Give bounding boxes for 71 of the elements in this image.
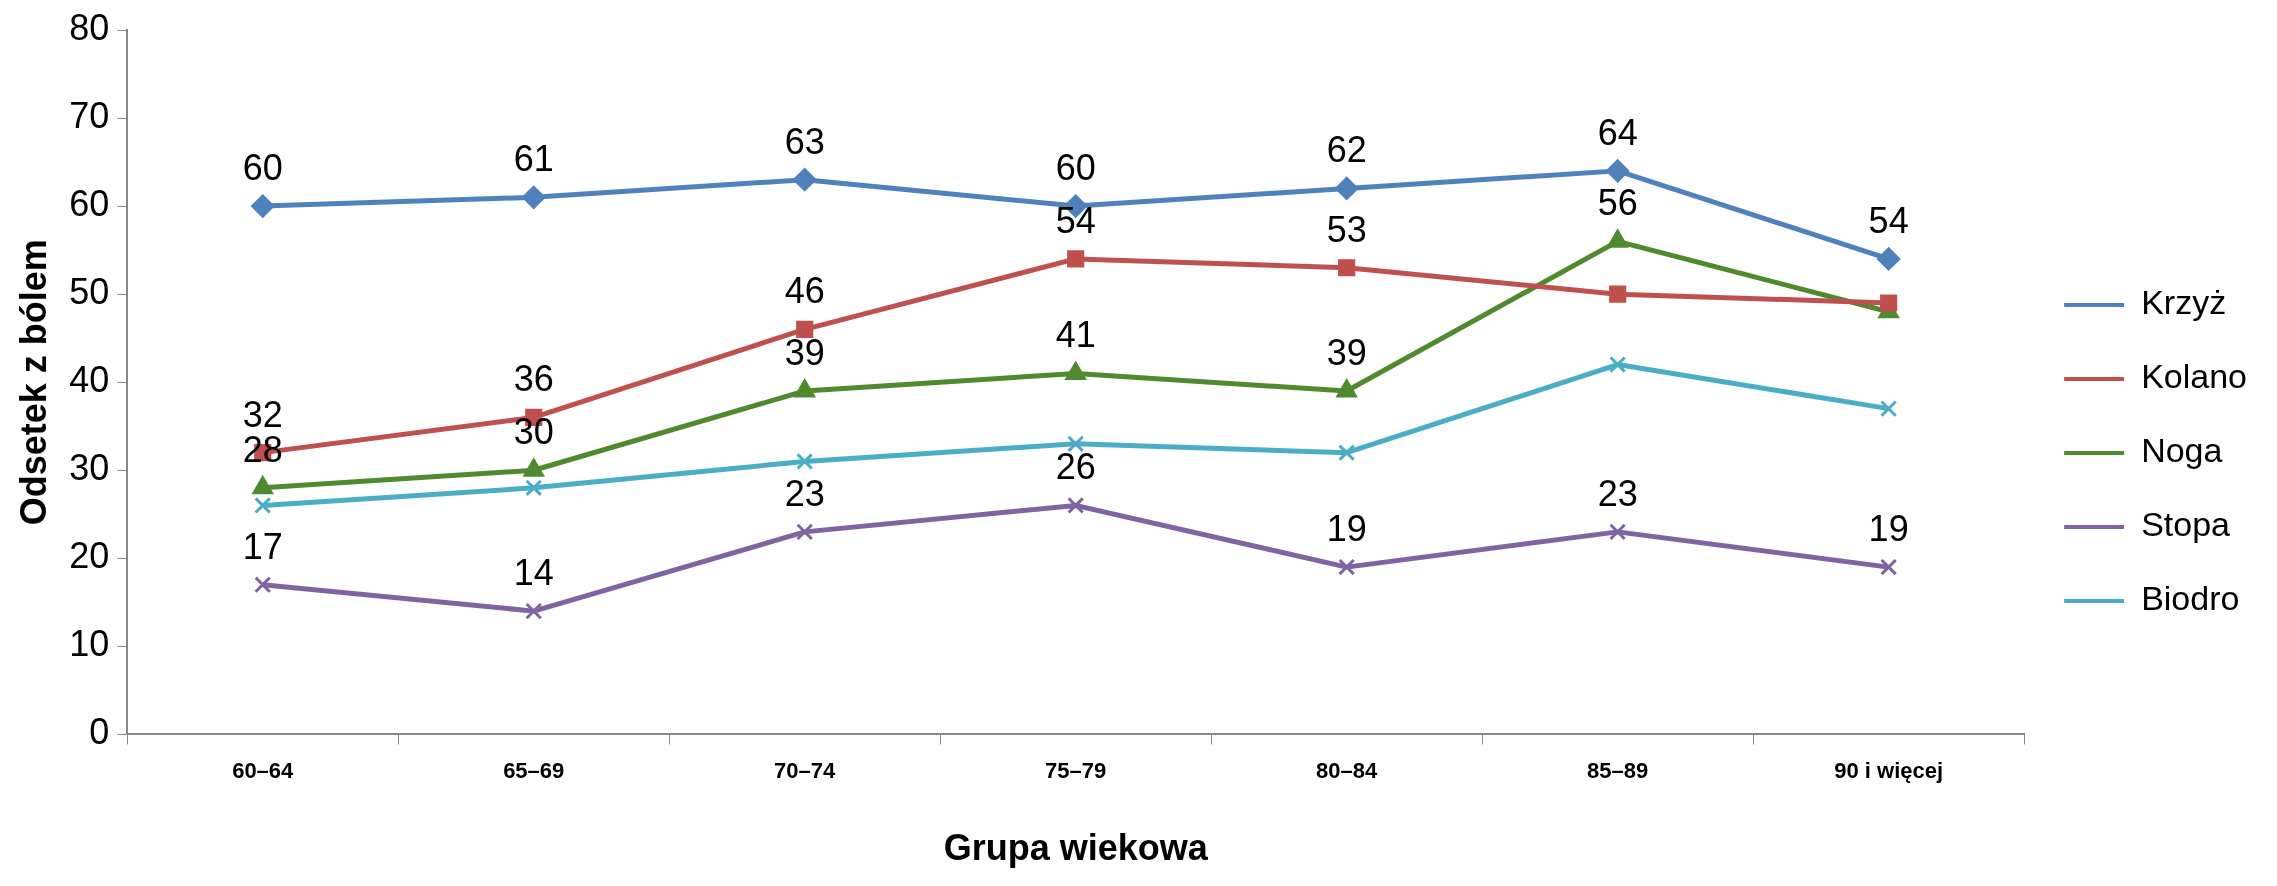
x-tick-label: 70–74 — [774, 757, 837, 783]
y-tick-label: 80 — [69, 6, 110, 48]
x-axis-title: Grupa wiekowa — [943, 827, 1209, 869]
legend-label: Krzyż — [2141, 283, 2227, 322]
point — [254, 576, 272, 594]
data-label: 39 — [784, 331, 825, 373]
data-label: 26 — [1055, 446, 1096, 488]
data-label: 54 — [1868, 199, 1909, 241]
data-label: 36 — [513, 358, 554, 400]
point — [793, 168, 817, 192]
data-label: 64 — [1597, 111, 1638, 153]
point — [1067, 250, 1085, 268]
point — [1335, 176, 1359, 200]
point — [251, 194, 275, 218]
x-tick-label: 80–84 — [1316, 757, 1379, 783]
data-label: 14 — [513, 552, 554, 594]
y-tick-label: 30 — [69, 447, 110, 489]
x-tick-label: 85–89 — [1587, 757, 1649, 783]
data-label: 23 — [1597, 472, 1638, 514]
data-label: 17 — [242, 525, 283, 567]
point — [796, 452, 814, 471]
point — [1338, 444, 1356, 462]
legend-label: Stopa — [2141, 505, 2231, 544]
data-label: 62 — [1326, 129, 1367, 171]
point — [796, 320, 814, 338]
legend-label: Kolano — [2141, 357, 2248, 396]
y-tick-label: 60 — [69, 183, 110, 225]
point — [1067, 435, 1085, 453]
point — [796, 523, 814, 541]
point — [522, 185, 546, 209]
data-label: 61 — [513, 138, 554, 180]
data-label: 19 — [1326, 508, 1367, 550]
y-tick-label: 50 — [69, 271, 110, 313]
point — [1609, 285, 1627, 303]
data-label: 19 — [1868, 508, 1909, 550]
data-label: 30 — [513, 411, 554, 453]
point — [525, 479, 543, 497]
point — [1067, 496, 1085, 515]
point — [1609, 523, 1627, 541]
y-tick-label: 70 — [69, 94, 110, 136]
data-label: 56 — [1597, 182, 1638, 224]
data-label: 23 — [784, 472, 825, 514]
point — [1338, 259, 1356, 277]
point — [525, 602, 543, 620]
y-tick-label: 0 — [89, 711, 110, 753]
point — [1609, 356, 1627, 374]
y-tick-label: 10 — [69, 623, 110, 665]
data-label: 63 — [784, 120, 825, 162]
x-tick-label: 90 i więcej — [1834, 757, 1944, 783]
point — [1880, 558, 1898, 576]
point — [254, 496, 272, 515]
data-label: 39 — [1326, 331, 1367, 373]
data-label: 41 — [1055, 314, 1096, 356]
y-tick-label: 40 — [69, 359, 110, 401]
y-tick-label: 20 — [69, 535, 110, 577]
data-label: 53 — [1326, 208, 1367, 250]
legend-label: Noga — [2141, 431, 2223, 470]
data-label: 60 — [1055, 147, 1096, 189]
point — [1338, 558, 1356, 576]
x-tick-label: 75–79 — [1045, 757, 1107, 783]
point — [1606, 159, 1630, 183]
point — [1877, 247, 1901, 271]
x-tick-label: 65–69 — [503, 757, 565, 783]
x-tick-label: 60–64 — [232, 757, 295, 783]
y-axis-title: Odsetek z bólem — [12, 239, 54, 526]
legend-label: Biodro — [2141, 579, 2240, 618]
point — [1880, 294, 1898, 312]
point — [1880, 400, 1898, 418]
data-label: 60 — [242, 147, 283, 189]
data-label: 54 — [1055, 199, 1096, 241]
data-label: 46 — [784, 270, 825, 312]
